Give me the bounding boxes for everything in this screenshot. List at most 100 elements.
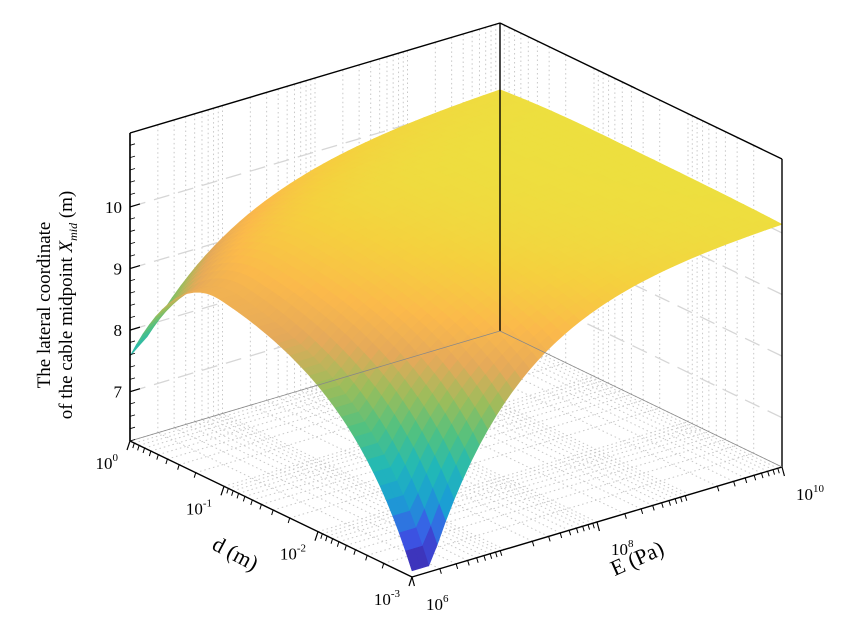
z-tick-label: 7: [114, 383, 123, 402]
z-minor-tick: [129, 143, 136, 146]
z-minor-tick: [129, 168, 136, 171]
box-edge: [129, 22, 501, 134]
z-tick-label: 8: [114, 321, 123, 340]
x-minor-tick: [777, 468, 780, 474]
y-major-tick: [408, 576, 413, 587]
x-minor-tick: [716, 486, 720, 492]
x-minor-tick: [467, 560, 470, 566]
x-minor-tick: [489, 553, 493, 559]
box-edge: [129, 440, 413, 578]
x-tick-label: 108: [611, 538, 634, 559]
x-minor-tick: [559, 532, 563, 539]
z-minor-tick: [129, 291, 136, 294]
box-edge: [499, 22, 783, 160]
y-tick-label: 10-1: [186, 497, 212, 518]
floor-grid-d-minor: [232, 380, 604, 492]
x-minor-tick: [582, 526, 585, 532]
y-minor-tick: [132, 442, 135, 449]
y-major-tick: [220, 486, 225, 496]
x-minor-tick: [455, 563, 459, 570]
y-minor-tick: [344, 545, 347, 551]
back-wall-grid-z: [129, 157, 501, 270]
z-minor-tick: [129, 414, 136, 417]
back-wall-grid-z: [129, 281, 501, 393]
y-tick-label: 100: [96, 452, 119, 473]
z-minor-tick: [129, 192, 136, 195]
x-minor-tick: [753, 475, 757, 481]
z-tick-label: 10: [105, 198, 122, 217]
x-major-tick: [781, 466, 786, 477]
floor-grid-d-minor: [134, 332, 505, 444]
x-minor-tick: [767, 471, 770, 477]
x-minor-tick: [624, 513, 627, 519]
floor-grid-d-minor: [273, 399, 644, 511]
z-tick-label: 9: [114, 260, 123, 279]
y-minor-tick: [148, 450, 152, 457]
z-minor-tick: [129, 241, 136, 245]
z-minor-tick: [129, 180, 136, 183]
y-minor-tick: [259, 504, 262, 510]
box-edge: [129, 330, 501, 442]
z-minor-tick: [129, 340, 136, 343]
box-edge: [499, 330, 783, 468]
z-minor-tick: [129, 217, 136, 220]
x-minor-tick: [680, 497, 683, 503]
z-minor-tick: [129, 328, 136, 331]
y-tick-label: 10-2: [280, 543, 306, 564]
floor-grid-d: [317, 421, 689, 533]
x-minor-tick: [548, 536, 551, 542]
floor-grid-d-minor: [144, 337, 515, 449]
floor-grid-d-minor: [195, 362, 566, 474]
x-minor-tick: [640, 508, 644, 515]
x-minor-tick: [674, 498, 678, 504]
x-tick-label: 106: [426, 593, 449, 614]
x-minor-tick: [576, 527, 579, 534]
y-minor-tick: [177, 464, 180, 470]
y-minor-tick: [137, 445, 140, 451]
x-minor-tick: [733, 481, 736, 487]
floor-grid-d-minor: [244, 385, 615, 497]
x-minor-tick: [772, 469, 776, 475]
y-minor-tick: [381, 563, 385, 569]
y-axis-title: d (m): [208, 531, 262, 576]
surface-patch: [129, 335, 146, 357]
z-minor-tick: [129, 229, 136, 232]
floor-grid-d-minor: [322, 423, 693, 535]
surface-patch: [405, 548, 421, 572]
y-minor-tick: [193, 472, 197, 478]
floor-grid-d-minor: [158, 344, 529, 456]
z-minor-tick: [129, 365, 136, 368]
x-major-tick: [411, 576, 416, 587]
y-minor-tick: [330, 538, 334, 544]
z-axis-title-line1: The lateral coordinate: [34, 222, 55, 389]
z-minor-tick: [129, 389, 136, 393]
x-minor-tick: [668, 500, 671, 506]
z-axis-title-line2: of the cable midpoint Xmid (m): [56, 191, 80, 420]
x-minor-tick: [652, 505, 655, 511]
z-minor-tick: [129, 155, 136, 159]
z-axis-title-unit: (m): [56, 191, 77, 223]
y-minor-tick: [242, 496, 246, 502]
x-major-tick: [596, 521, 601, 532]
floor-grid-d-minor: [383, 452, 754, 564]
floor-grid-d-minor: [326, 425, 698, 537]
y-minor-tick: [353, 549, 356, 555]
x-minor-tick: [483, 555, 486, 561]
axis-box: [129, 22, 783, 578]
z-axis-title-prefix: of the cable midpoint: [56, 253, 77, 420]
y-minor-tick: [320, 533, 323, 539]
floor-grid-d-minor: [179, 354, 550, 466]
x-minor-tick: [495, 552, 498, 558]
z-minor-tick: [129, 205, 136, 208]
x-minor-tick: [661, 502, 664, 508]
y-major-tick: [126, 440, 131, 451]
x-minor-tick: [761, 472, 764, 479]
floor-grid-d-minor: [167, 348, 538, 460]
floor-grid-d-minor: [261, 393, 632, 505]
x-minor-tick: [587, 524, 591, 530]
y-major-tick: [314, 531, 319, 541]
y-minor-tick: [271, 509, 274, 516]
floor-grid-d: [223, 375, 595, 487]
floor-grid-d-minor: [228, 377, 599, 489]
